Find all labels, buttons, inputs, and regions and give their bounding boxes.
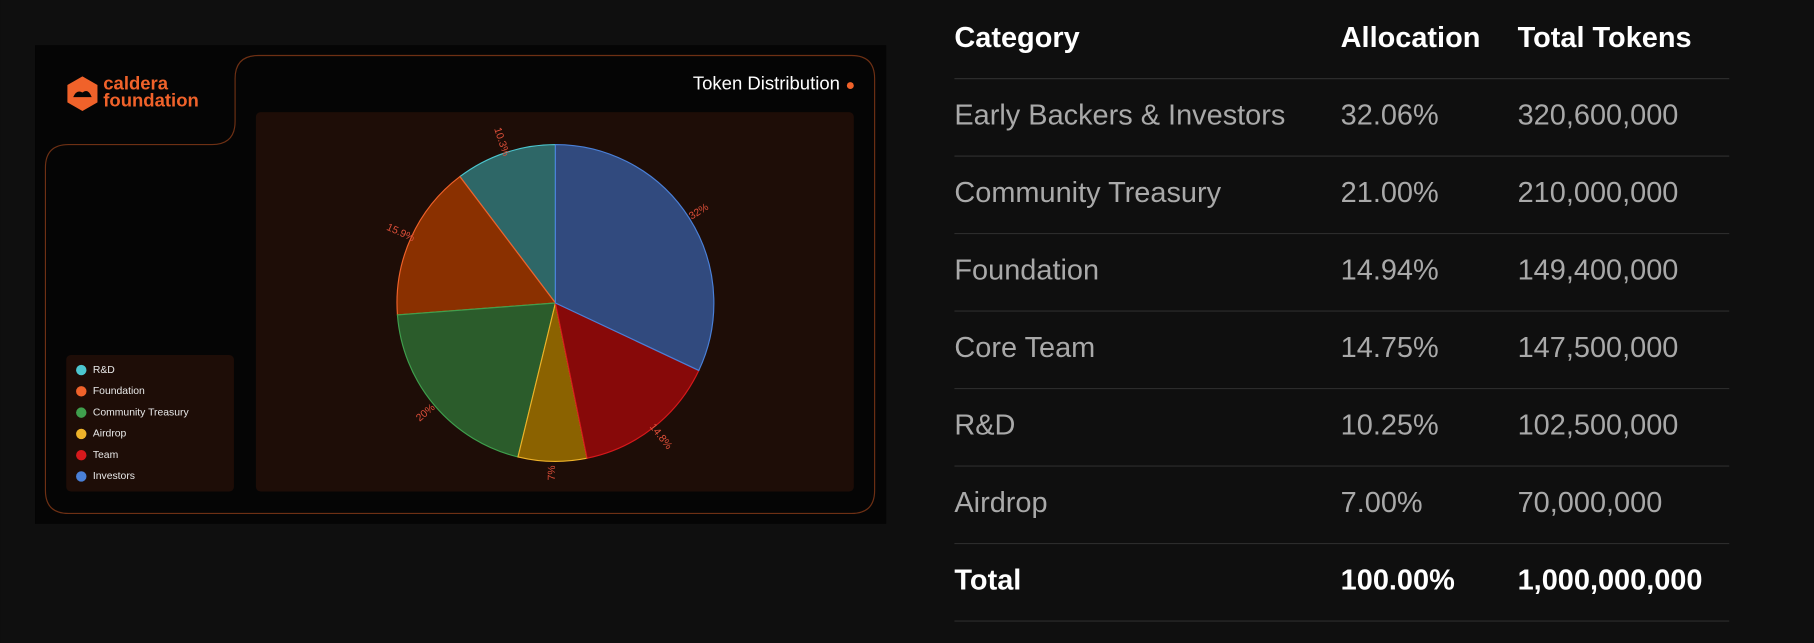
table-cell: Airdrop (954, 487, 1047, 519)
brand-line: foundation (103, 90, 199, 111)
table: Category Allocation Total Tokens Early Back… (954, 22, 1730, 622)
table-cell: R&D (954, 409, 1015, 441)
pie-slice (396, 175, 557, 316)
table-cell: 147,500,000 (1518, 332, 1679, 364)
table-cell: 320,600,000 (1518, 99, 1679, 131)
chart-title: Token Distribution (693, 72, 840, 93)
table-cell: 70,000,000 (1518, 487, 1663, 519)
header-cell: Category (954, 22, 1079, 54)
logo-cloud (73, 90, 92, 98)
panel-outline (44, 54, 876, 515)
total-cell: 1,000,000,000 (1518, 564, 1703, 596)
legend-label: Investors (93, 471, 135, 482)
table-cell: 210,000,000 (1518, 177, 1679, 209)
table-cell: 7.00% (1341, 487, 1423, 519)
legend-swatch (76, 386, 87, 397)
legend-label: Team (93, 450, 118, 461)
pie-slice (554, 301, 700, 459)
data-label: 7% (547, 465, 558, 480)
table-cell: 10.25% (1341, 409, 1439, 441)
table-cell: 14.94% (1341, 254, 1439, 286)
brand-line: caldera (103, 72, 169, 93)
total-cell: Total (954, 564, 1021, 596)
legend-label: Airdrop (93, 429, 127, 440)
table-cell: Core Team (954, 332, 1095, 364)
table-cell: 102,500,000 (1518, 409, 1679, 441)
pie: 10.3%15.9%20%7%14.8%32% (385, 126, 715, 481)
pie-slice (396, 302, 557, 458)
legend-swatch (76, 407, 87, 418)
legend-swatch (76, 364, 87, 376)
pie-slice (554, 143, 715, 372)
legend-label: Community Treasury (93, 407, 190, 418)
legend-swatch (76, 449, 87, 461)
table-cell: Community Treasury (954, 177, 1221, 209)
legend-swatch (76, 471, 87, 482)
table-cell: 149,400,000 (1518, 254, 1679, 286)
table-cell: 14.75% (1341, 332, 1439, 364)
pie-slice (459, 143, 557, 305)
title-dot (846, 82, 854, 90)
table-cell: 32.06% (1341, 99, 1439, 131)
legend-label: R&D (93, 365, 115, 376)
legend-swatch (76, 428, 87, 440)
table-cell: 21.00% (1341, 177, 1439, 209)
table-cell: Early Backers & Investors (954, 99, 1285, 131)
header-cell: Allocation (1341, 22, 1481, 54)
chart-image: caldera foundation Token Distribution 10… (35, 45, 887, 524)
legend-box (66, 355, 234, 492)
header-cell: Total Tokens (1518, 22, 1692, 54)
legend: R&D Foundation Community Treasury Airdrop Te… (76, 365, 189, 482)
total-cell: 100.00% (1341, 564, 1455, 596)
table-cell: Foundation (954, 254, 1099, 286)
legend-label: Foundation (93, 386, 145, 397)
